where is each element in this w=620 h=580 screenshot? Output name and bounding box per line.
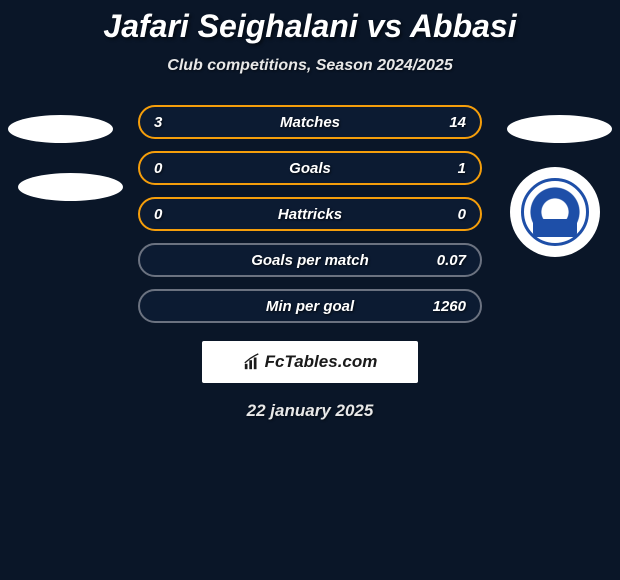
stat-row-min-per-goal: Min per goal 1260 xyxy=(138,289,482,323)
comparison-date: 22 january 2025 xyxy=(0,401,620,421)
comparison-subtitle: Club competitions, Season 2024/2025 xyxy=(0,57,620,75)
stat-label: Min per goal xyxy=(266,298,354,315)
stats-container: 3 Matches 14 0 Goals 1 0 Hattricks 0 Goa… xyxy=(138,105,482,323)
stat-value-left: 0 xyxy=(154,206,194,223)
watermark-label: FcTables.com xyxy=(265,352,378,372)
chart-icon xyxy=(243,353,261,371)
stat-value-left: 3 xyxy=(154,114,194,131)
club-badge-right xyxy=(510,167,600,257)
watermark-text: FcTables.com xyxy=(243,352,378,372)
stat-value-right: 1260 xyxy=(426,298,466,315)
stat-value-left: 0 xyxy=(154,160,194,177)
stat-row-goals: 0 Goals 1 xyxy=(138,151,482,185)
content-wrapper: 3 Matches 14 0 Goals 1 0 Hattricks 0 Goa… xyxy=(0,105,620,421)
player-avatar-left xyxy=(8,115,113,143)
comparison-title: Jafari Seighalani vs Abbasi xyxy=(0,0,620,45)
stat-row-matches: 3 Matches 14 xyxy=(138,105,482,139)
stat-label: Hattricks xyxy=(278,206,342,223)
stat-label: Matches xyxy=(280,114,340,131)
stat-row-hattricks: 0 Hattricks 0 xyxy=(138,197,482,231)
stat-label: Goals per match xyxy=(251,252,369,269)
stat-label: Goals xyxy=(289,160,331,177)
player-avatar-right xyxy=(507,115,612,143)
stat-value-right: 0.07 xyxy=(426,252,466,269)
stat-value-right: 1 xyxy=(426,160,466,177)
stat-row-goals-per-match: Goals per match 0.07 xyxy=(138,243,482,277)
watermark-box: FcTables.com xyxy=(202,341,418,383)
club-badge-left xyxy=(18,173,123,201)
club-badge-inner-icon xyxy=(521,178,589,246)
stat-value-right: 14 xyxy=(426,114,466,131)
stat-value-right: 0 xyxy=(426,206,466,223)
